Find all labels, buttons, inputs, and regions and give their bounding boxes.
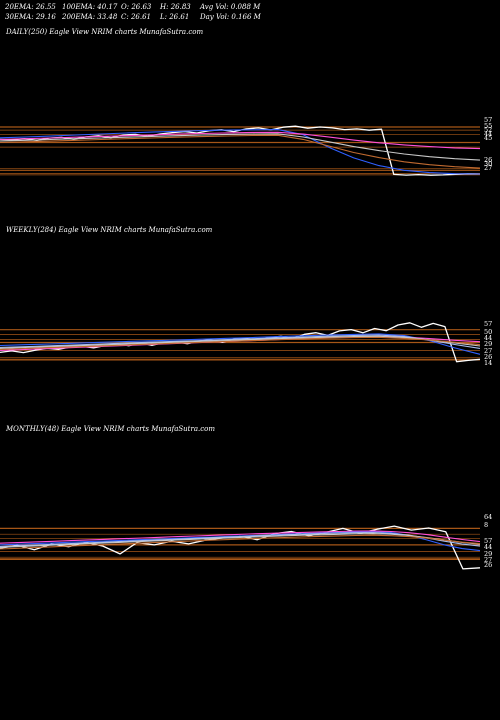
axis-label: 29 <box>484 340 492 348</box>
axis-label: 44 <box>484 130 492 138</box>
open-value: O: 26.63 <box>121 3 152 11</box>
ema-blue-line <box>0 333 481 355</box>
ema30-value: 30EMA: 29.16 <box>5 13 56 21</box>
axis-label: 27 <box>484 556 492 564</box>
ema-blue-line <box>0 129 481 175</box>
axis-label: 27 <box>484 347 492 355</box>
daily-chart-panel: DAILY(250) Eagle View NRIM charts Munafa… <box>0 28 500 208</box>
axis-label: 57 <box>484 537 492 545</box>
ema-pink-line <box>0 131 481 150</box>
axis-label: 27 <box>484 164 492 172</box>
axis-label: 26 <box>484 561 492 569</box>
axis-label: 50 <box>484 328 492 336</box>
axis-label: 30 <box>484 160 492 168</box>
daily-chart-title: DAILY(250) Eagle View NRIM charts Munafa… <box>6 28 204 36</box>
axis-label: 44 <box>484 543 492 551</box>
ema-orange-line <box>0 134 481 169</box>
low-value: L: 26.61 <box>160 13 190 21</box>
axis-label: 29 <box>484 550 492 558</box>
axis-label: 14 <box>484 359 492 367</box>
ema-gray-line <box>0 335 481 349</box>
ema-gray-line <box>0 133 481 161</box>
axis-label: 57 <box>484 320 492 328</box>
axis-label: 52 <box>484 126 492 134</box>
ema200-value: 200EMA: 33.48 <box>62 13 118 21</box>
ema-orange-line <box>0 336 481 350</box>
axis-label: 8 <box>484 521 488 529</box>
axis-label: 45 <box>484 134 492 142</box>
weekly-chart-title: WEEKLY(284) Eagle View NRIM charts Munaf… <box>6 226 213 234</box>
ema100-value: 100EMA: 40.17 <box>62 3 118 11</box>
axis-label: 44 <box>484 334 492 342</box>
ema-gray-line <box>0 533 481 548</box>
indicator-header: 20EMA: 26.55 100EMA: 40.17 O: 26.63 H: 2… <box>0 0 500 22</box>
price-line <box>0 125 481 176</box>
ema20-value: 20EMA: 26.55 <box>5 3 56 11</box>
axis-label: 64 <box>484 513 492 521</box>
close-value: C: 26.61 <box>121 13 151 21</box>
day-volume-value: Day Vol: 0.166 M <box>200 13 261 21</box>
ema-light_blue-line <box>0 334 481 349</box>
axis-label: 55 <box>484 122 492 130</box>
monthly-chart-title: MONTHLY(48) Eagle View NRIM charts Munaf… <box>6 425 216 433</box>
avg-volume-value: Avg Vol: 0.088 M <box>200 3 261 11</box>
axis-label: 26 <box>484 156 492 164</box>
weekly-chart-panel: WEEKLY(284) Eagle View NRIM charts Munaf… <box>0 226 500 416</box>
monthly-chart-panel: MONTHLY(48) Eagle View NRIM charts Munaf… <box>0 425 500 595</box>
ema-pink-line <box>0 530 481 544</box>
ema-orange-line <box>0 534 481 550</box>
axis-label: 26 <box>484 353 492 361</box>
high-value: H: 26.83 <box>160 3 191 11</box>
axis-label: 57 <box>484 116 492 124</box>
